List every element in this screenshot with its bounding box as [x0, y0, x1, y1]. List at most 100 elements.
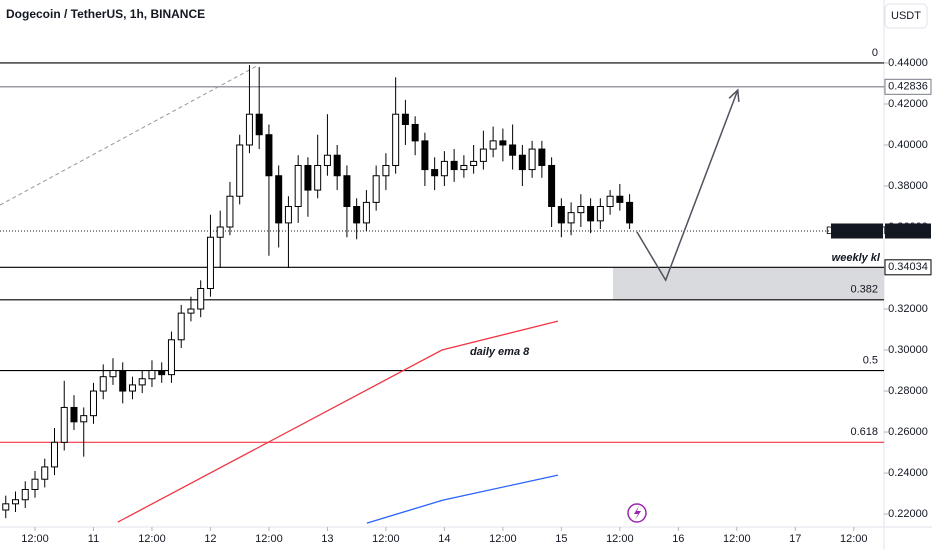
candle-body: [353, 205, 361, 224]
candle-body: [128, 384, 136, 392]
last-price-label: 0.35805: [888, 225, 928, 237]
x-tick-label: 12:00: [723, 533, 751, 545]
candle-body: [538, 148, 546, 166]
x-tick-label: 16: [672, 533, 684, 545]
candle-body: [60, 406, 68, 443]
x-tick-label: 12:00: [138, 533, 166, 545]
candle-body: [499, 140, 507, 146]
candle-body: [411, 123, 419, 142]
candle-body: [206, 236, 214, 290]
ema-label: daily ema 8: [470, 346, 530, 358]
fib-label: 0.382: [850, 284, 878, 296]
chart-title: Dogecoin / TetherUS, 1h, BINANCE: [6, 7, 205, 21]
x-tick-label: 12: [204, 533, 216, 545]
x-tick-label: 12:00: [21, 533, 49, 545]
candle-body: [606, 195, 614, 207]
candle-body: [187, 308, 195, 314]
x-tick-label: 15: [555, 533, 567, 545]
price-tag: [884, 78, 932, 95]
candle-body: [596, 205, 604, 222]
zone: [613, 267, 884, 300]
x-tick-label: 12:00: [489, 533, 517, 545]
candle-body: [343, 175, 351, 207]
candle-body: [216, 226, 224, 238]
candle-body: [421, 140, 429, 171]
currency-button[interactable]: [884, 3, 928, 29]
candle-body: [548, 164, 556, 207]
candle-body: [431, 169, 439, 177]
candle-body: [392, 113, 400, 166]
candle-body: [626, 201, 634, 224]
ema-line: [117, 320, 559, 523]
candle-body: [304, 164, 312, 191]
symbol-tag: [831, 223, 883, 239]
candle-body: [567, 212, 575, 224]
x-tick-label: 12:00: [255, 533, 283, 545]
candle-body: [197, 288, 205, 310]
x-tick-label: 12:00: [840, 533, 868, 545]
fib-label: 0.618: [850, 426, 878, 438]
ema-line: [366, 474, 559, 524]
price-tag: [884, 259, 932, 276]
candle-body: [401, 113, 409, 125]
x-tick-label: 11: [88, 533, 99, 545]
candle-body: [138, 378, 146, 386]
candle-body: [518, 154, 526, 171]
candle-body: [509, 144, 517, 156]
candle-body: [177, 312, 185, 341]
currency-label[interactable]: USDT: [891, 10, 921, 22]
price-tag-label: 0.34034: [888, 261, 928, 273]
y-tick-label: 0.28000: [888, 385, 928, 397]
candle-body: [450, 160, 458, 171]
y-tick-label: 0.26000: [888, 426, 928, 438]
y-tick-label: 0.40000: [888, 139, 928, 151]
candle-body: [41, 466, 49, 480]
candle-body: [31, 478, 39, 490]
x-tick-label: 17: [789, 533, 801, 545]
candle-body: [99, 376, 107, 392]
candle-body: [89, 390, 97, 417]
lightning-icon[interactable]: [627, 503, 647, 523]
candle-body: [616, 195, 624, 203]
candle-body: [460, 164, 468, 171]
candle-body: [372, 175, 380, 203]
x-tick-label: 12:00: [606, 533, 634, 545]
y-tick-label: 0.38000: [888, 180, 928, 192]
x-tick-label: 13: [321, 533, 333, 545]
y-tick-label: 0.44000: [888, 57, 928, 69]
level-note: weekly kl: [832, 252, 881, 264]
candle-body: [109, 370, 117, 378]
candle-body: [275, 175, 283, 224]
candle-body: [284, 205, 292, 224]
price-tag-label: 0.42836: [888, 81, 928, 93]
candle-body: [245, 113, 253, 146]
y-tick-label: 0.24000: [888, 467, 928, 479]
candle-body: [470, 160, 478, 166]
candle-body: [167, 339, 175, 376]
candle-body: [440, 160, 448, 177]
arrow-head: [728, 88, 740, 103]
symbol-tag-label: DOGEUSDT: [826, 225, 889, 237]
candle-body: [226, 195, 234, 228]
candle-body: [21, 488, 29, 501]
candle-body: [382, 164, 390, 177]
y-tick-label: 0.22000: [888, 508, 928, 520]
x-tick-label: 12:00: [372, 533, 400, 545]
candle-body: [323, 154, 331, 166]
fib-label: 0: [872, 47, 878, 59]
candle-body: [528, 148, 536, 171]
candle-body: [557, 205, 565, 224]
candle-body: [255, 113, 263, 136]
candle-body: [587, 205, 595, 222]
x-tick-label: 14: [438, 533, 450, 545]
y-tick-label: 0.32000: [888, 303, 928, 315]
candle-body: [577, 205, 585, 214]
candle-body: [362, 201, 370, 224]
candle-body: [119, 370, 127, 392]
candle-body: [158, 370, 166, 376]
fib-label: 0.5: [863, 354, 878, 366]
candle-body: [333, 154, 341, 177]
candle-body: [489, 140, 497, 150]
candle-body: [80, 415, 88, 423]
